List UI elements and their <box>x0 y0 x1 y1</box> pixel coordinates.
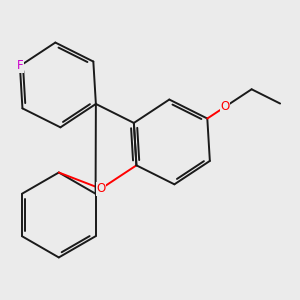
Text: O: O <box>96 182 106 195</box>
Text: F: F <box>16 59 23 73</box>
Text: O: O <box>220 100 230 113</box>
